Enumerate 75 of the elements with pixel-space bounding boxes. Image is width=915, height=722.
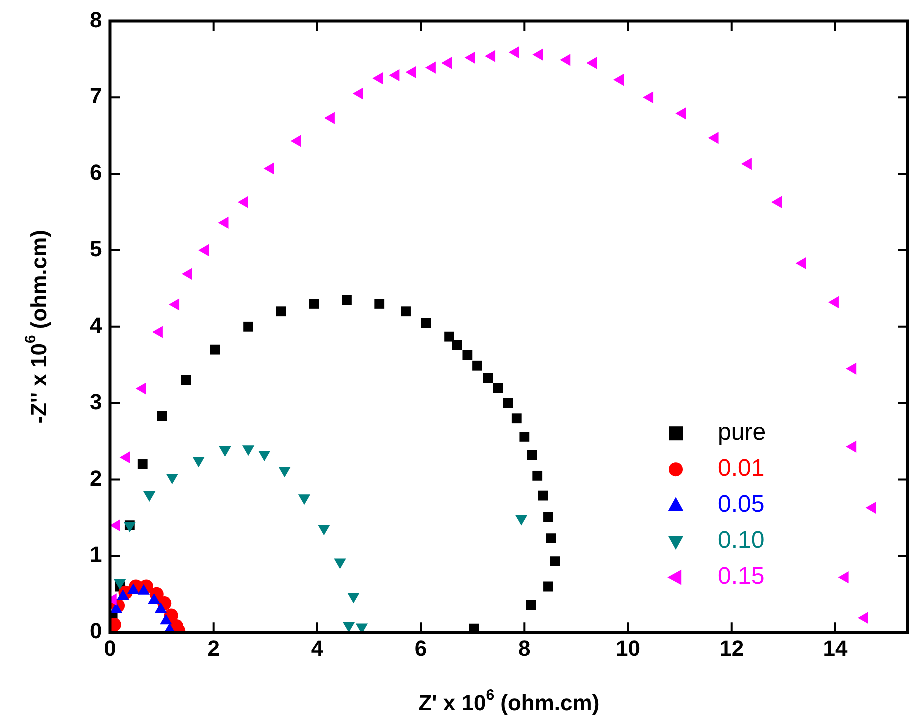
point <box>532 48 544 61</box>
point <box>181 375 192 386</box>
point <box>708 132 719 144</box>
point <box>425 62 436 74</box>
point <box>796 257 806 270</box>
point <box>613 74 624 86</box>
point <box>493 383 504 393</box>
point <box>342 295 352 306</box>
y-tick-label: 5 <box>90 236 102 262</box>
point <box>838 572 849 584</box>
x-tick-label: 6 <box>414 636 428 661</box>
x-tick-label: 4 <box>311 636 324 661</box>
point <box>527 450 538 460</box>
point <box>464 52 476 64</box>
point <box>356 624 368 633</box>
x-tick-label: 10 <box>616 636 641 661</box>
point <box>444 332 454 342</box>
point <box>401 306 411 317</box>
point <box>846 362 857 375</box>
y-tick-label: 1 <box>90 542 102 568</box>
legend-label: 0.10 <box>718 527 765 554</box>
point <box>244 322 254 332</box>
y-tick-label: 3 <box>90 389 102 414</box>
y-axis-title: -Z'' x 106 (ohm.cm) <box>22 230 52 424</box>
point <box>462 350 473 360</box>
point <box>520 432 530 442</box>
point <box>676 108 686 120</box>
point <box>538 490 548 501</box>
x-tick-label: 8 <box>518 636 531 661</box>
point <box>503 398 514 408</box>
point <box>406 66 416 78</box>
point <box>485 50 496 62</box>
point <box>828 296 839 309</box>
point <box>210 344 220 355</box>
point <box>771 196 782 208</box>
point <box>846 440 857 453</box>
point <box>452 340 462 350</box>
point <box>858 612 869 624</box>
point <box>643 92 654 104</box>
y-tick-label: 0 <box>90 618 102 644</box>
point <box>741 158 752 170</box>
point <box>483 373 494 384</box>
y-tick-label: 4 <box>90 312 103 338</box>
x-tick-label: 2 <box>208 636 220 661</box>
legend-label: 0.01 <box>718 455 765 482</box>
y-tick-label: 6 <box>90 160 102 186</box>
point <box>544 512 554 522</box>
point <box>544 582 554 592</box>
legend-label: pure <box>718 419 766 446</box>
point <box>372 72 384 85</box>
point <box>374 299 385 309</box>
point <box>442 57 452 70</box>
legend-label: 0.05 <box>718 491 765 518</box>
point <box>421 318 432 328</box>
y-tick-label: 7 <box>90 84 102 109</box>
point <box>472 360 482 371</box>
point <box>560 54 571 66</box>
point <box>157 411 167 422</box>
point <box>526 600 536 610</box>
point <box>550 556 560 566</box>
point <box>389 69 400 82</box>
point <box>866 502 876 514</box>
point <box>508 46 520 59</box>
point <box>276 306 286 317</box>
y-tick-label: 2 <box>90 466 102 491</box>
legend-label: 0.15 <box>718 563 765 590</box>
y-tick-label: 8 <box>90 7 102 32</box>
point <box>512 414 522 424</box>
point <box>309 299 320 309</box>
point <box>586 57 598 70</box>
x-tick-label: 12 <box>720 636 744 661</box>
point <box>532 470 543 481</box>
point <box>546 534 556 544</box>
x-tick-label: 14 <box>823 636 848 661</box>
point <box>138 460 148 470</box>
